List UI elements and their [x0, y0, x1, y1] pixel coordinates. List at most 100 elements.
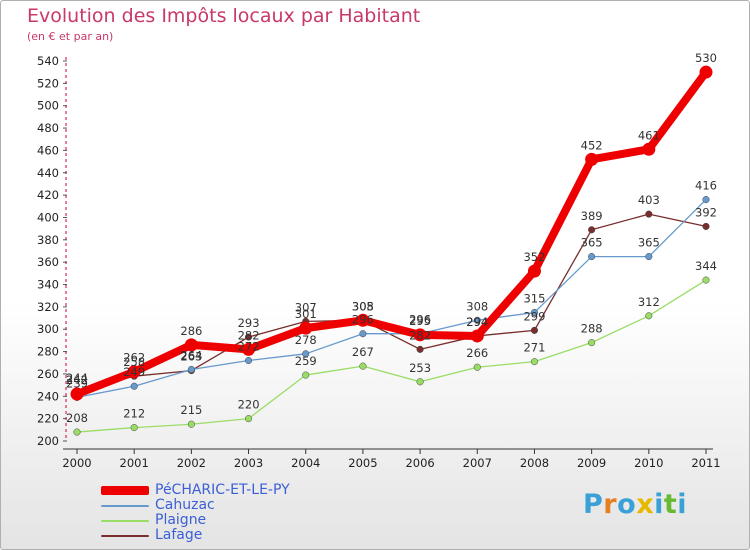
- data-point-p-charic-et-le-py[interactable]: [356, 313, 370, 327]
- logo-letter: i: [677, 489, 688, 520]
- y-tick-label: 220: [37, 412, 59, 426]
- data-label-plaigne: 271: [523, 341, 545, 355]
- data-point-plaigne[interactable]: [302, 371, 310, 379]
- data-point-p-charic-et-le-py[interactable]: [470, 329, 484, 343]
- data-point-plaigne[interactable]: [702, 276, 710, 284]
- y-tick-label: 540: [37, 54, 59, 68]
- data-label-plaigne: 220: [238, 398, 260, 412]
- chart-title: Evolution des Impôts locaux par Habitant: [27, 5, 421, 27]
- data-point-plaigne[interactable]: [645, 312, 653, 320]
- data-point-lafage[interactable]: [530, 326, 539, 334]
- y-tick-label: 200: [37, 434, 59, 448]
- x-tick-label: 2007: [463, 456, 492, 470]
- x-tick-label: 2001: [120, 456, 149, 470]
- data-point-plaigne[interactable]: [588, 339, 596, 347]
- data-point-plaigne[interactable]: [130, 424, 138, 432]
- data-point-cahuzac[interactable]: [244, 356, 253, 365]
- x-tick-label: 2006: [405, 456, 434, 470]
- data-point-cahuzac[interactable]: [473, 316, 481, 324]
- data-point-plaigne[interactable]: [416, 378, 424, 386]
- y-tick-label: 300: [37, 322, 59, 336]
- data-point-lafage[interactable]: [645, 210, 653, 218]
- data-point-cahuzac[interactable]: [588, 253, 596, 261]
- data-point-plaigne[interactable]: [530, 358, 539, 366]
- series-line-cahuzac: [76, 198, 707, 399]
- y-tick-label: 380: [37, 233, 59, 247]
- data-point-lafage[interactable]: [588, 226, 596, 234]
- data-point-p-charic-et-le-py[interactable]: [184, 338, 198, 352]
- data-label-cahuzac: 416: [695, 179, 717, 193]
- y-tick-label: 280: [37, 345, 59, 359]
- data-label-cahuzac: 272: [238, 340, 260, 354]
- data-point-plaigne[interactable]: [73, 428, 81, 436]
- data-point-cahuzac[interactable]: [359, 330, 367, 338]
- x-tick-label: 2010: [634, 456, 663, 470]
- data-point-p-charic-et-le-py[interactable]: [527, 264, 541, 278]
- data-point-cahuzac[interactable]: [530, 308, 539, 317]
- legend-swatch-pecharic: [101, 486, 149, 495]
- data-label-plaigne: 212: [123, 407, 145, 421]
- x-tick-label: 2008: [520, 456, 549, 470]
- data-label-p-charic-et-le-py: 295: [409, 314, 431, 328]
- data-label-lafage: 244: [66, 371, 88, 385]
- series-line-plaigne: [76, 279, 707, 433]
- legend-swatch-plaigne: [101, 519, 149, 522]
- data-label-cahuzac: 278: [295, 333, 317, 347]
- data-label-plaigne: 215: [180, 403, 202, 417]
- data-label-p-charic-et-le-py: 301: [295, 307, 317, 321]
- data-label-p-charic-et-le-py: 282: [238, 328, 260, 342]
- data-point-cahuzac[interactable]: [130, 382, 138, 390]
- legend-label-cahuzac: Cahuzac: [155, 497, 215, 513]
- data-label-lafage: 294: [466, 315, 488, 329]
- data-point-cahuzac[interactable]: [645, 253, 653, 261]
- data-label-p-charic-et-le-py: 242: [66, 373, 88, 387]
- y-tick-label: 240: [37, 389, 59, 403]
- y-tick-label: 400: [37, 210, 59, 224]
- data-point-lafage[interactable]: [416, 345, 424, 353]
- x-tick-label: 2003: [234, 456, 263, 470]
- x-tick-label: 2009: [577, 456, 606, 470]
- data-label-plaigne: 259: [295, 354, 317, 368]
- data-label-lafage: 308: [352, 299, 374, 313]
- data-label-plaigne: 344: [695, 259, 717, 273]
- data-label-p-charic-et-le-py: 294: [466, 315, 488, 329]
- data-point-plaigne[interactable]: [244, 415, 253, 423]
- x-tick-label: 2011: [691, 456, 720, 470]
- data-point-p-charic-et-le-py[interactable]: [699, 65, 713, 79]
- data-labels-layer: 244 258 263 293 307 308 282 294 299 389 403 392 208 2…: [66, 51, 717, 425]
- data-point-cahuzac[interactable]: [187, 365, 195, 374]
- legend-item-pecharic[interactable]: PéCHARIC-ET-LE-PY: [101, 483, 290, 498]
- data-point-p-charic-et-le-py[interactable]: [299, 321, 313, 335]
- data-point-p-charic-et-le-py[interactable]: [413, 328, 427, 342]
- data-label-plaigne: 267: [352, 345, 374, 359]
- data-point-p-charic-et-le-py[interactable]: [127, 365, 141, 379]
- data-label-lafage: 263: [180, 350, 202, 364]
- data-label-cahuzac: 365: [638, 236, 660, 250]
- y-tick-label: 480: [37, 121, 59, 135]
- data-point-cahuzac[interactable]: [302, 350, 310, 358]
- data-label-p-charic-et-le-py: 530: [695, 51, 717, 65]
- data-label-p-charic-et-le-py: 262: [123, 351, 145, 365]
- data-point-lafage[interactable]: [702, 222, 710, 230]
- data-point-p-charic-et-le-py[interactable]: [242, 342, 256, 356]
- logo-letter: P: [583, 489, 604, 520]
- legend-item-cahuzac[interactable]: Cahuzac: [101, 498, 290, 513]
- data-point-cahuzac[interactable]: [702, 196, 710, 204]
- logo-letter: t: [663, 489, 678, 520]
- legend-label-plaigne: Plaigne: [155, 512, 207, 528]
- y-tick-label: 460: [37, 143, 59, 157]
- data-point-plaigne[interactable]: [359, 362, 367, 370]
- legend-item-plaigne[interactable]: Plaigne: [101, 513, 290, 528]
- logo-letter: o: [617, 489, 637, 520]
- legend-item-lafage[interactable]: Lafage: [101, 528, 290, 543]
- y-tick-label: 320: [37, 300, 59, 314]
- data-point-lafage[interactable]: [244, 333, 253, 341]
- data-point-plaigne[interactable]: [473, 363, 481, 371]
- series-layer: [70, 65, 713, 436]
- data-point-p-charic-et-le-py[interactable]: [585, 152, 599, 166]
- data-label-p-charic-et-le-py: 305: [352, 299, 374, 313]
- data-point-p-charic-et-le-py[interactable]: [70, 387, 84, 401]
- data-point-p-charic-et-le-py[interactable]: [642, 142, 656, 156]
- data-point-plaigne[interactable]: [187, 420, 195, 428]
